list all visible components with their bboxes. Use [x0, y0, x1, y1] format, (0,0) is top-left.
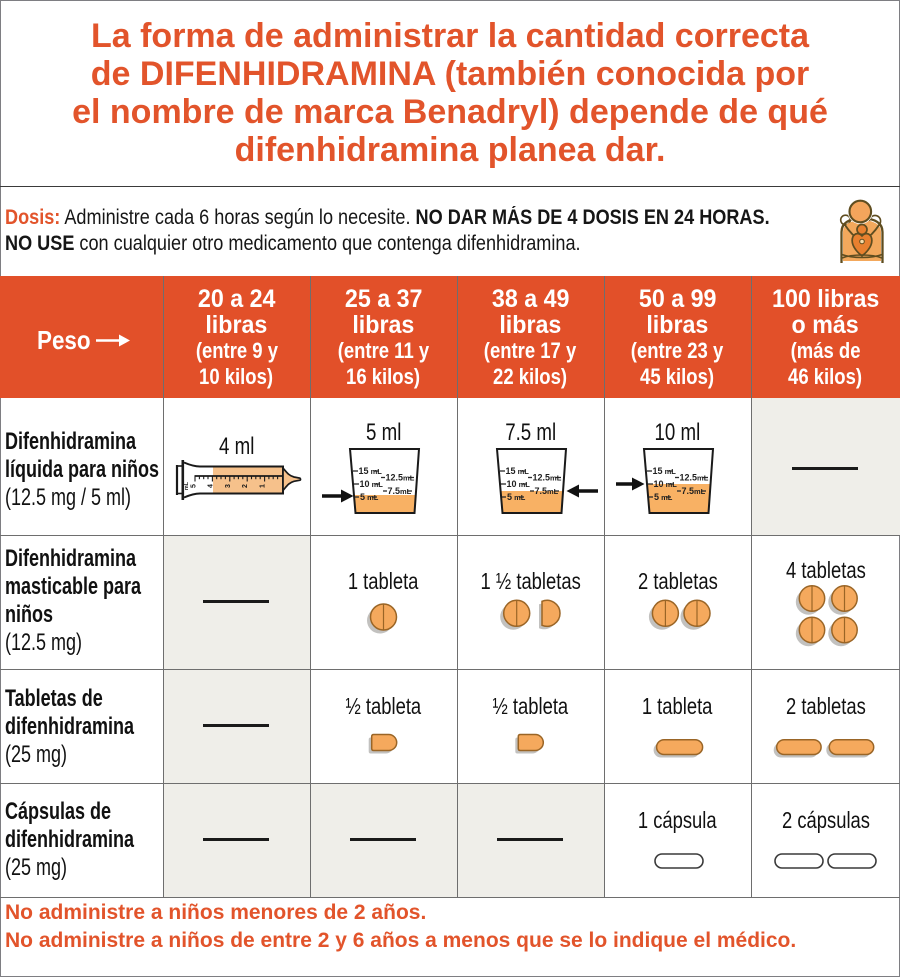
svg-text:5 mL: 5 mL	[360, 492, 379, 502]
svg-text:12.5mL: 12.5mL	[533, 473, 562, 483]
svg-text:5 mL: 5 mL	[507, 492, 526, 502]
svg-text:5: 5	[191, 484, 198, 488]
svg-text:10 mL: 10 mL	[654, 479, 678, 489]
svg-text:12.5mL: 12.5mL	[386, 473, 415, 483]
svg-text:5 mL: 5 mL	[654, 492, 673, 502]
svg-text:10 mL: 10 mL	[507, 479, 531, 489]
svg-text:mL: mL	[184, 481, 190, 490]
svg-text:2: 2	[242, 484, 249, 488]
svg-text:3: 3	[225, 484, 232, 488]
svg-text:15 mL: 15 mL	[359, 466, 383, 476]
svg-text:15 mL: 15 mL	[506, 466, 530, 476]
svg-text:12.5mL: 12.5mL	[680, 473, 709, 483]
svg-text:10 mL: 10 mL	[360, 479, 384, 489]
svg-text:4: 4	[207, 484, 214, 488]
svg-text:7.5mL: 7.5mL	[535, 486, 559, 496]
svg-text:7.5mL: 7.5mL	[388, 486, 412, 496]
svg-text:1: 1	[260, 484, 267, 488]
svg-text:15 mL: 15 mL	[653, 466, 677, 476]
svg-text:7.5mL: 7.5mL	[682, 486, 706, 496]
